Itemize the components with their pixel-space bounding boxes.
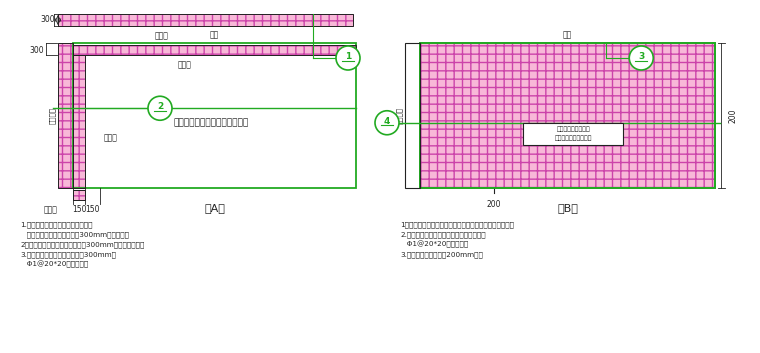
- Bar: [73, 43, 356, 188]
- Text: 砼柱成墙: 砼柱成墙: [49, 107, 56, 124]
- Text: 2．若设计为混合砂浆墙面，宜挂300mm宽耐碱玻纤网，: 2．若设计为混合砂浆墙面，宜挂300mm宽耐碱玻纤网，: [20, 241, 144, 247]
- Bar: [73, 190, 85, 200]
- Bar: [73, 45, 356, 55]
- Text: 加强网: 加强网: [178, 60, 192, 69]
- Circle shape: [375, 111, 399, 135]
- Text: 砼梁: 砼梁: [563, 30, 572, 39]
- Bar: [420, 43, 715, 188]
- Circle shape: [629, 46, 654, 70]
- Text: 砼柱成墙: 砼柱成墙: [397, 107, 403, 124]
- Bar: [420, 43, 715, 188]
- Bar: [420, 43, 715, 188]
- Text: 加强网: 加强网: [104, 133, 118, 143]
- Text: 2.蒸压加气砼砌块室内水泥砂浆墙面宜满挂: 2.蒸压加气砼砌块室内水泥砂浆墙面宜满挂: [400, 231, 486, 238]
- Text: Φ1@20*20镀锌钢网，: Φ1@20*20镀锌钢网，: [400, 241, 468, 249]
- Bar: [73, 55, 85, 188]
- Text: 2: 2: [157, 102, 163, 111]
- Text: 3.与砼柱、梁、墙相交200mm宽，: 3.与砼柱、梁、墙相交200mm宽，: [400, 251, 483, 258]
- Text: 1．蒸压加气砼砌块室内混合砂浆墙面均满挂耐碱玻纤网，: 1．蒸压加气砼砌块室内混合砂浆墙面均满挂耐碱玻纤网，: [400, 221, 514, 228]
- Bar: [58, 14, 353, 26]
- Text: 300: 300: [40, 16, 55, 24]
- Text: 蒸压加气砼砌块室内: 蒸压加气砼砌块室内: [556, 127, 590, 132]
- Text: 均在不同材料界面处，增设300mm宽加强网，: 均在不同材料界面处，增设300mm宽加强网，: [20, 231, 129, 238]
- Text: 150: 150: [71, 205, 86, 214]
- Text: 1.蒸压加气砼砌块以外各种砌体内墙: 1.蒸压加气砼砌块以外各种砌体内墙: [20, 221, 93, 228]
- Text: Φ1@20*20镀锌钢网，: Φ1@20*20镀锌钢网，: [20, 261, 88, 268]
- Text: 镀锌钢网或玻纤网均布: 镀锌钢网或玻纤网均布: [555, 136, 592, 141]
- Text: （A）: （A）: [204, 203, 225, 213]
- Bar: [405, 43, 420, 188]
- Text: 300: 300: [30, 46, 44, 55]
- Bar: [73, 190, 85, 200]
- Circle shape: [336, 46, 360, 70]
- Bar: [58, 43, 73, 188]
- Text: 3.若设计为水泥砂浆墙面，宜挂300mm宽: 3.若设计为水泥砂浆墙面，宜挂300mm宽: [20, 251, 116, 258]
- Text: 4: 4: [384, 117, 390, 126]
- Text: 200: 200: [729, 108, 738, 123]
- Circle shape: [148, 96, 172, 120]
- Bar: [58, 14, 353, 26]
- Text: 200: 200: [486, 200, 501, 209]
- Bar: [523, 122, 623, 144]
- Text: 砼梁: 砼梁: [210, 30, 219, 39]
- Text: 蒸压加气砼砌块以外各种砌体墙: 蒸压加气砼砌块以外各种砌体墙: [173, 119, 249, 127]
- Bar: [58, 43, 73, 188]
- Text: 3: 3: [638, 52, 644, 61]
- Text: （B）: （B）: [557, 203, 578, 213]
- Text: 加强网: 加强网: [44, 205, 58, 214]
- Bar: [73, 55, 85, 188]
- Bar: [73, 45, 356, 55]
- Text: 1: 1: [345, 52, 351, 61]
- Text: 加强网: 加强网: [154, 31, 168, 40]
- Text: 150: 150: [85, 205, 100, 214]
